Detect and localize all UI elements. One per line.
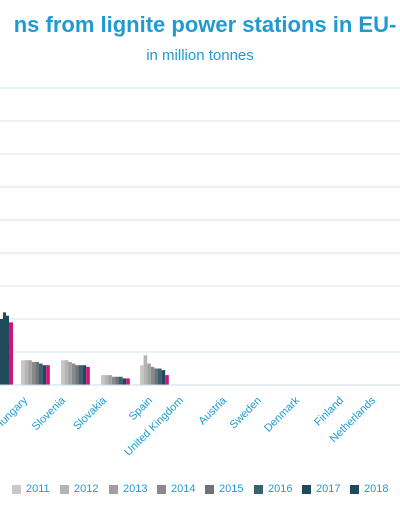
legend-item-2018: 2018 (350, 484, 388, 495)
bar-spain-2016 (158, 368, 162, 385)
legend-item-2015: 2015 (205, 484, 243, 495)
legend-item-2016: 2016 (254, 484, 292, 495)
bar-spain-2017 (161, 370, 166, 385)
legend-swatch (157, 485, 166, 494)
legend-item-2011: 2011 (12, 484, 50, 495)
legend-swatch (350, 485, 359, 494)
bar-hungary-2012 (24, 360, 29, 385)
gridlines (0, 87, 400, 353)
bar-slovenia-2017 (82, 365, 87, 385)
legend-label: 2017 (316, 483, 341, 495)
bar-hungary-2014 (31, 361, 36, 385)
legend-swatch (109, 485, 118, 494)
bar-slovenia-2013 (68, 361, 72, 385)
bar-spain-2018 (165, 375, 169, 385)
chart-title: ns from lignite power stations in EU- (13, 12, 397, 37)
bar-hungary-2011 (21, 360, 25, 385)
bar-slovenia-2012 (64, 360, 69, 385)
bar-slovenia-2015 (75, 365, 79, 385)
bar-slovakia-2018 (126, 378, 130, 385)
bar-slovakia-2011 (101, 375, 105, 385)
category-label-slovenia: Slovenia (30, 394, 69, 433)
bar-spain-2012 (143, 355, 148, 385)
bar-slovenia-2018 (86, 366, 90, 385)
legend-item-2013: 2013 (109, 484, 147, 495)
bar-slovakia-2015 (115, 376, 119, 385)
legend-swatch (12, 485, 21, 494)
chart-subtitle: in million tonnes (146, 47, 254, 64)
legend-swatch (60, 485, 69, 494)
legend-item-2017: 2017 (302, 484, 340, 495)
legend-swatch (302, 485, 311, 494)
legend-swatch (254, 485, 263, 494)
bar-slovakia-2012 (104, 375, 109, 385)
bar-spain-2015 (154, 368, 158, 385)
bar-spain-2011 (140, 365, 144, 385)
bar-hungary-2018 (46, 365, 50, 385)
legend-swatch (205, 485, 214, 494)
legend-label: 2018 (364, 483, 389, 495)
category-label-hungary: Hungary (0, 394, 30, 432)
bar-partial-group (9, 322, 13, 385)
bar-hungary-2017 (42, 365, 47, 385)
bar-partial-group (6, 315, 9, 385)
bars (0, 312, 169, 385)
category-label-united-kingdom: United Kingdom (122, 395, 186, 459)
bar-slovakia-2016 (119, 376, 123, 385)
category-label-spain: Spain (127, 395, 155, 423)
bar-slovakia-2017 (122, 378, 127, 385)
legend-label: 2014 (171, 483, 196, 495)
legend-label: 2011 (26, 483, 50, 495)
legend-label: 2015 (219, 483, 244, 495)
legend-item-2014: 2014 (157, 484, 195, 495)
legend-label: 2013 (123, 483, 148, 495)
legend: 2011 2012 2013 2014 2015 2016 2017 2018 (4, 484, 400, 498)
bar-spain-2014 (150, 366, 155, 385)
bar-spain-2013 (147, 363, 151, 385)
bar-slovakia-2013 (108, 375, 112, 385)
category-label-slovakia: Slovakia (71, 394, 110, 433)
bar-slovenia-2014 (71, 363, 76, 385)
legend-label: 2012 (74, 483, 99, 495)
category-label-sweden: Sweden (228, 395, 265, 432)
bar-partial-group (0, 319, 3, 385)
bar-hungary-2016 (39, 363, 43, 385)
legend-label: 2016 (268, 483, 293, 495)
bar-hungary-2013 (28, 360, 32, 385)
category-label-austria: Austria (196, 394, 229, 427)
bar-hungary-2015 (35, 361, 39, 385)
bar-slovakia-2014 (111, 376, 116, 385)
category-label-denmark: Denmark (262, 394, 302, 434)
bar-slovenia-2016 (79, 365, 83, 385)
bar-partial-group (3, 312, 6, 385)
legend-item-2012: 2012 (60, 484, 98, 495)
bar-slovenia-2011 (61, 360, 65, 385)
